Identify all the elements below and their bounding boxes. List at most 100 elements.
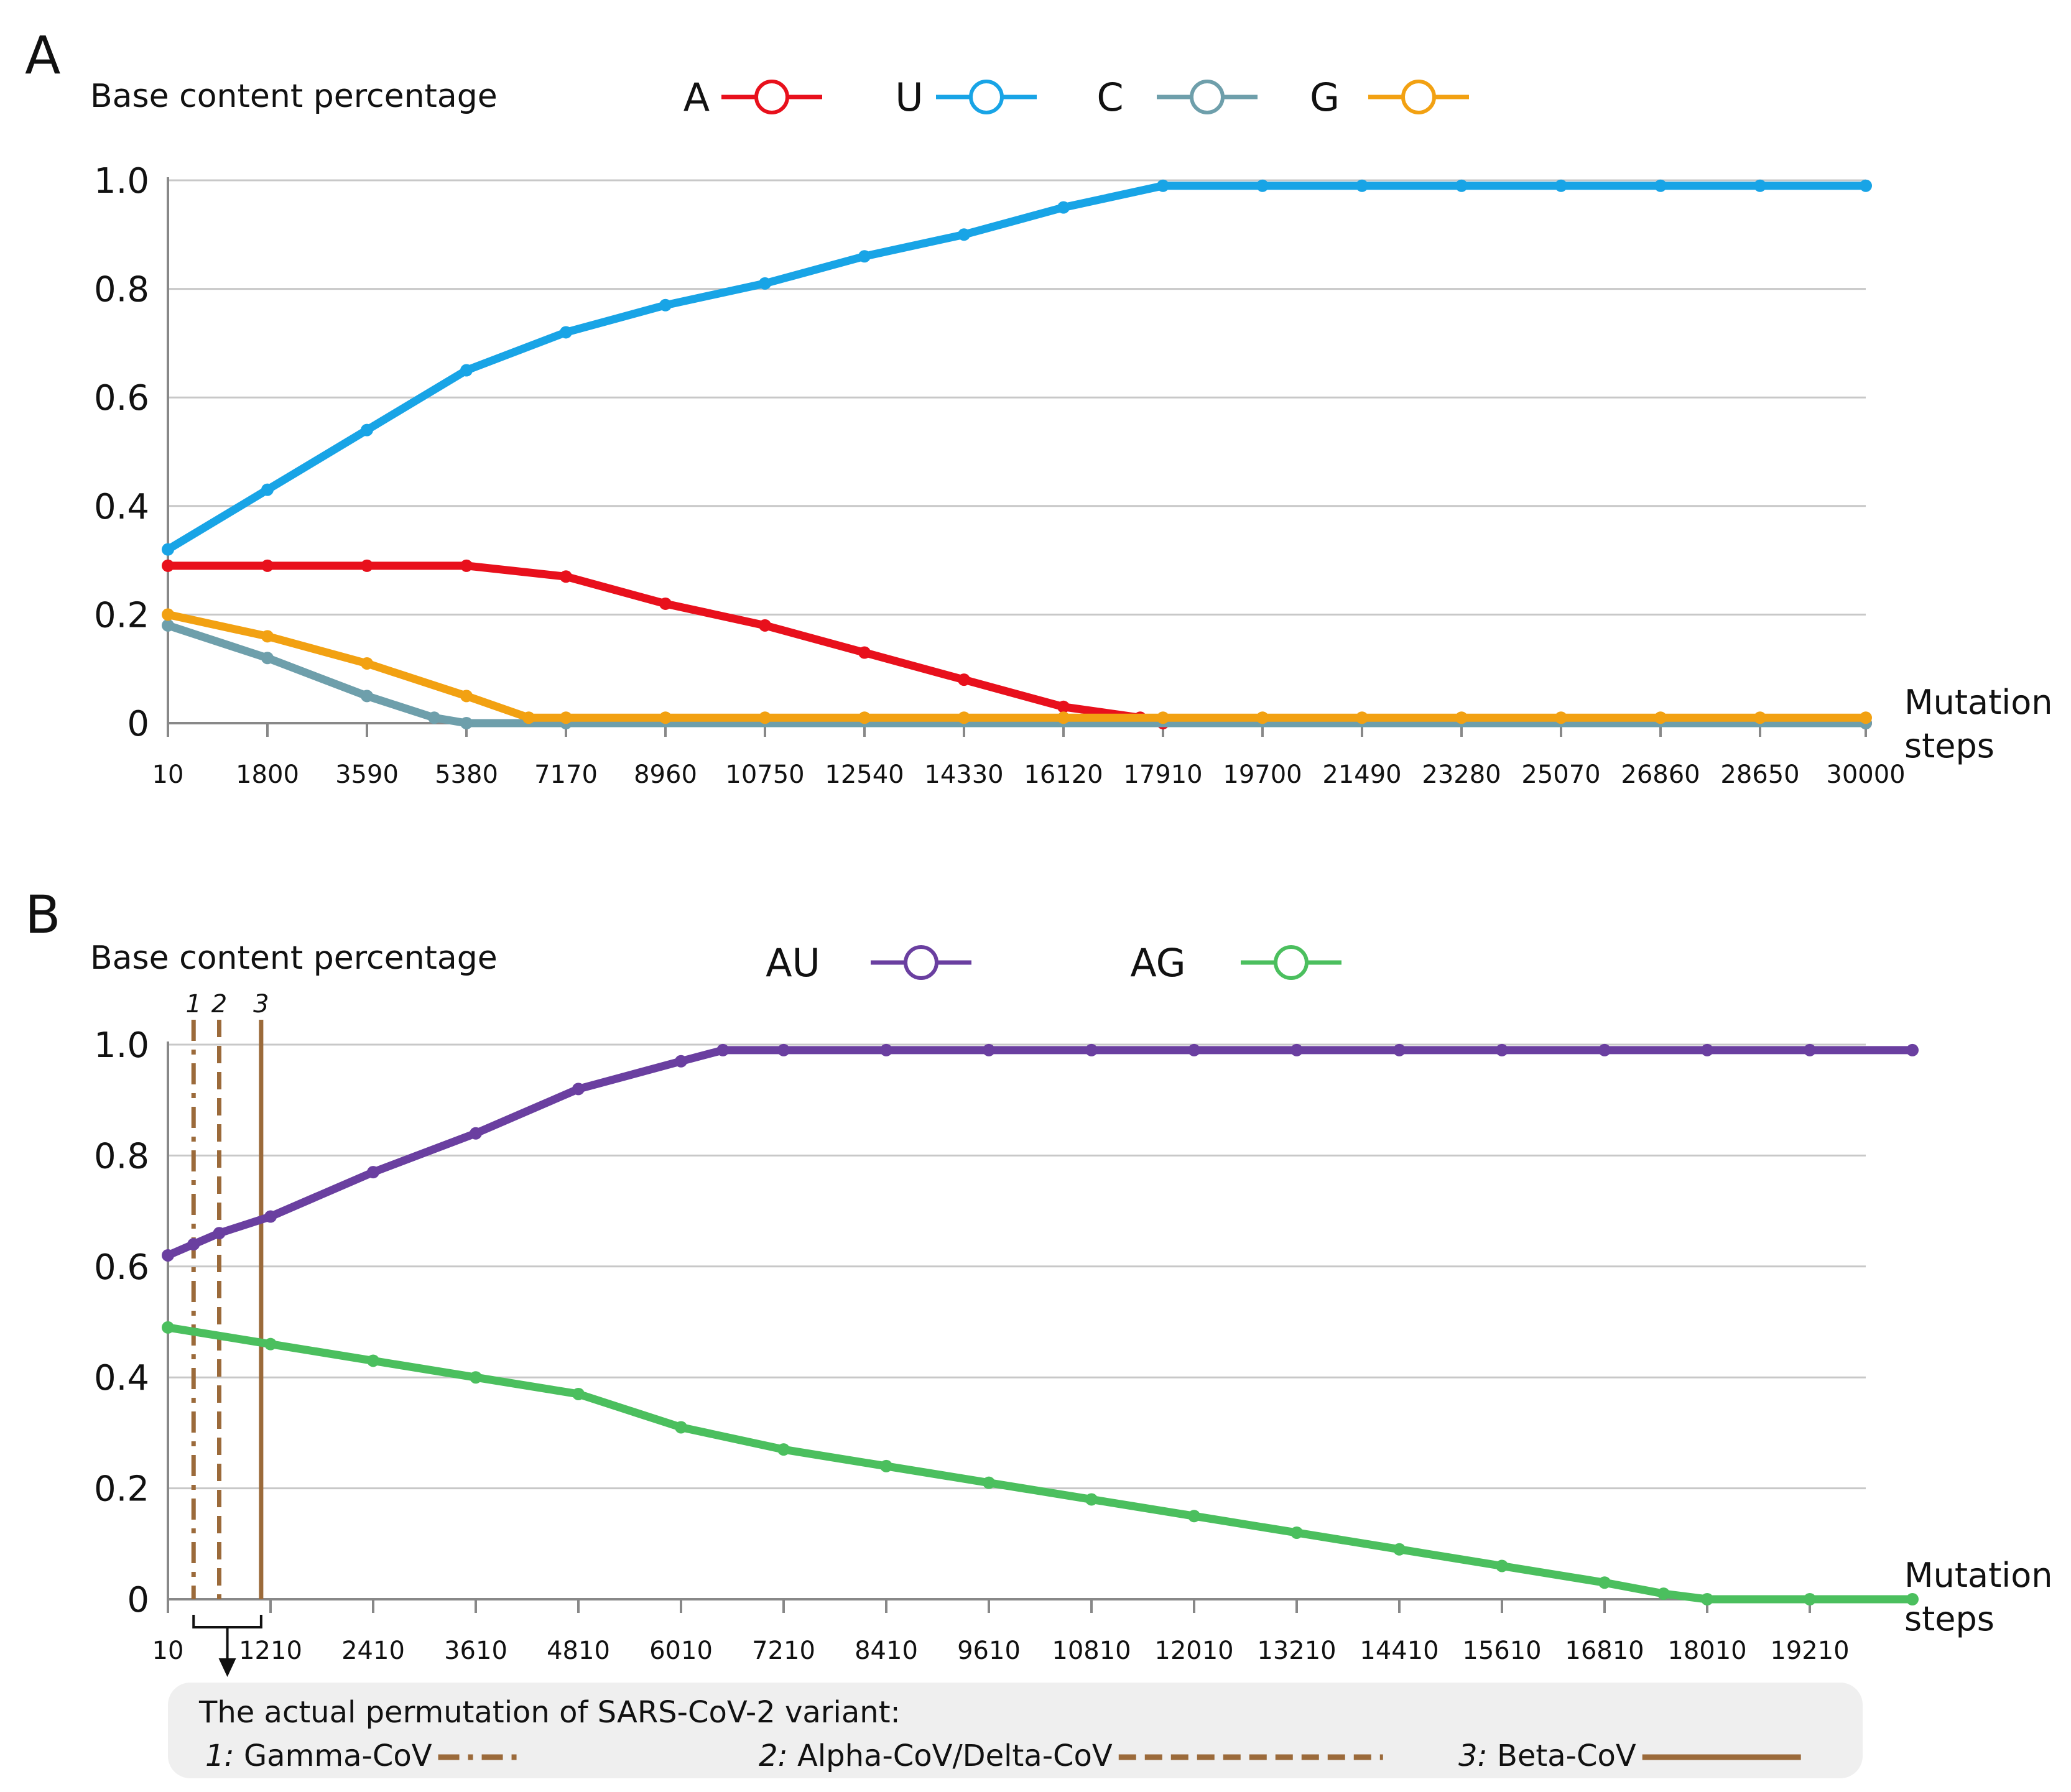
x-tick-label: 12540 xyxy=(825,760,904,789)
x-tick-label: 5380 xyxy=(435,760,498,789)
x-tick-label: 1210 xyxy=(239,1637,302,1665)
data-point-AG xyxy=(675,1421,687,1434)
y-tick-label: 1.0 xyxy=(94,1025,149,1066)
x-tick-label: 6010 xyxy=(649,1637,713,1665)
data-point-AG xyxy=(162,1321,174,1334)
x-tick-label: 17910 xyxy=(1123,760,1202,789)
y-tick-label: 0.4 xyxy=(94,1358,149,1398)
variant-line-label: 1 xyxy=(186,990,202,1018)
legend-label: C xyxy=(1096,75,1123,120)
x-tick-label: 13210 xyxy=(1257,1637,1336,1665)
panel-B: B Base content percentage 0 0.2 0.4 0.6 0.8 1.0… xyxy=(25,884,2053,1778)
x-tick-label: 19210 xyxy=(1770,1637,1849,1665)
caption-title: The actual permutation of SARS-CoV-2 var… xyxy=(198,1695,901,1730)
data-point-AU xyxy=(213,1227,226,1240)
legend-label: G xyxy=(1310,75,1340,120)
legend-marker xyxy=(1190,80,1225,114)
data-point-A xyxy=(361,559,373,572)
data-point-U xyxy=(659,298,672,312)
x-tick-label: 14410 xyxy=(1360,1637,1439,1665)
data-point-AG xyxy=(1290,1526,1303,1539)
data-point-AG xyxy=(264,1337,277,1351)
caption-box xyxy=(168,1683,1863,1778)
data-point-A xyxy=(858,646,871,659)
data-point-U xyxy=(1157,179,1169,192)
x-tick-label: 19700 xyxy=(1223,760,1302,789)
caption-item-num: 2: xyxy=(759,1739,797,1773)
y-tick-label: 0 xyxy=(127,704,149,744)
data-point-U xyxy=(1057,201,1070,214)
y-axis-label: Base content percentage xyxy=(90,940,498,977)
data-point-U xyxy=(361,423,373,436)
data-point-C xyxy=(361,690,373,703)
data-point-AU xyxy=(264,1210,277,1223)
data-point-G xyxy=(162,608,174,621)
x-tick-label: 7210 xyxy=(752,1637,815,1665)
variant-line-label: 2 xyxy=(211,990,227,1018)
data-point-G xyxy=(1256,711,1269,724)
panel-A: A Base content percentage 0 0.2 0.4 0.6 0.8 1.0… xyxy=(25,25,2053,789)
data-point-AU xyxy=(675,1055,687,1068)
x-axis-label-line1: Mutation xyxy=(1904,683,2053,722)
series-line-AG xyxy=(164,1323,1917,1604)
data-point-AG xyxy=(880,1459,892,1472)
x-tick-label: 8410 xyxy=(855,1637,918,1665)
data-point-U xyxy=(1654,179,1667,192)
data-point-AU xyxy=(470,1127,482,1140)
data-point-G xyxy=(1555,711,1567,724)
data-point-U xyxy=(1256,179,1269,192)
data-point-G xyxy=(1455,711,1468,724)
x-tick-label: 26860 xyxy=(1621,760,1700,789)
data-point-AU xyxy=(1496,1043,1508,1056)
caption-item: 2: Alpha-CoV/Delta-CoV xyxy=(759,1739,1113,1773)
data-point-G xyxy=(522,711,535,724)
data-point-AU xyxy=(1804,1043,1816,1056)
bracket xyxy=(192,1615,262,1628)
x-tick-label: 12010 xyxy=(1154,1637,1233,1665)
x-tick-label: 10810 xyxy=(1052,1637,1131,1665)
data-point-C xyxy=(428,711,441,724)
data-point-AG xyxy=(572,1387,585,1400)
y-tick-label: 0.2 xyxy=(94,1469,149,1510)
x-tick-label: 16120 xyxy=(1024,760,1103,789)
x-axis-label-line1: Mutation xyxy=(1904,1556,2053,1595)
data-point-AG xyxy=(367,1354,379,1367)
data-point-AU xyxy=(367,1166,379,1179)
data-point-U xyxy=(1455,179,1468,192)
data-point-G xyxy=(560,711,572,724)
caption-item: 1: Gamma-CoV xyxy=(205,1739,432,1773)
data-point-G xyxy=(958,711,970,724)
data-point-AG xyxy=(983,1476,995,1489)
x-tick-label: 8960 xyxy=(634,760,697,789)
data-point-U xyxy=(1356,179,1368,192)
x-tick-label: 1800 xyxy=(236,760,299,789)
y-tick-label: 0.6 xyxy=(94,378,149,418)
data-point-G xyxy=(1356,711,1368,724)
data-point-C xyxy=(162,619,174,632)
data-point-C xyxy=(261,652,274,665)
legend-marker xyxy=(1401,80,1436,114)
data-point-A xyxy=(261,559,274,572)
y-tick-label: 0.2 xyxy=(94,595,149,635)
data-point-AU xyxy=(1598,1043,1611,1056)
y-axis-label: Base content percentage xyxy=(90,78,498,115)
data-point-A xyxy=(1057,700,1070,713)
caption-item-label: Gamma-CoV xyxy=(244,1739,432,1773)
data-point-AU xyxy=(187,1238,200,1251)
x-tick-label: 2410 xyxy=(341,1637,405,1665)
series-line-AU xyxy=(164,1046,1917,1260)
data-point-A xyxy=(460,559,473,572)
data-point-G xyxy=(1654,711,1667,724)
x-tick-label: 25070 xyxy=(1521,760,1600,789)
data-point-G xyxy=(1057,711,1070,724)
data-point-AG xyxy=(1393,1543,1406,1556)
data-point-U xyxy=(958,228,970,241)
data-point-AU xyxy=(1188,1043,1200,1056)
x-tick-label: 10 xyxy=(152,1637,184,1665)
x-tick-label: 15610 xyxy=(1462,1637,1541,1665)
x-tick-label: 30000 xyxy=(1826,760,1905,789)
x-axis-label-line2: steps xyxy=(1904,1599,1995,1638)
series-line-C xyxy=(164,621,1870,727)
data-point-AU xyxy=(777,1043,790,1056)
